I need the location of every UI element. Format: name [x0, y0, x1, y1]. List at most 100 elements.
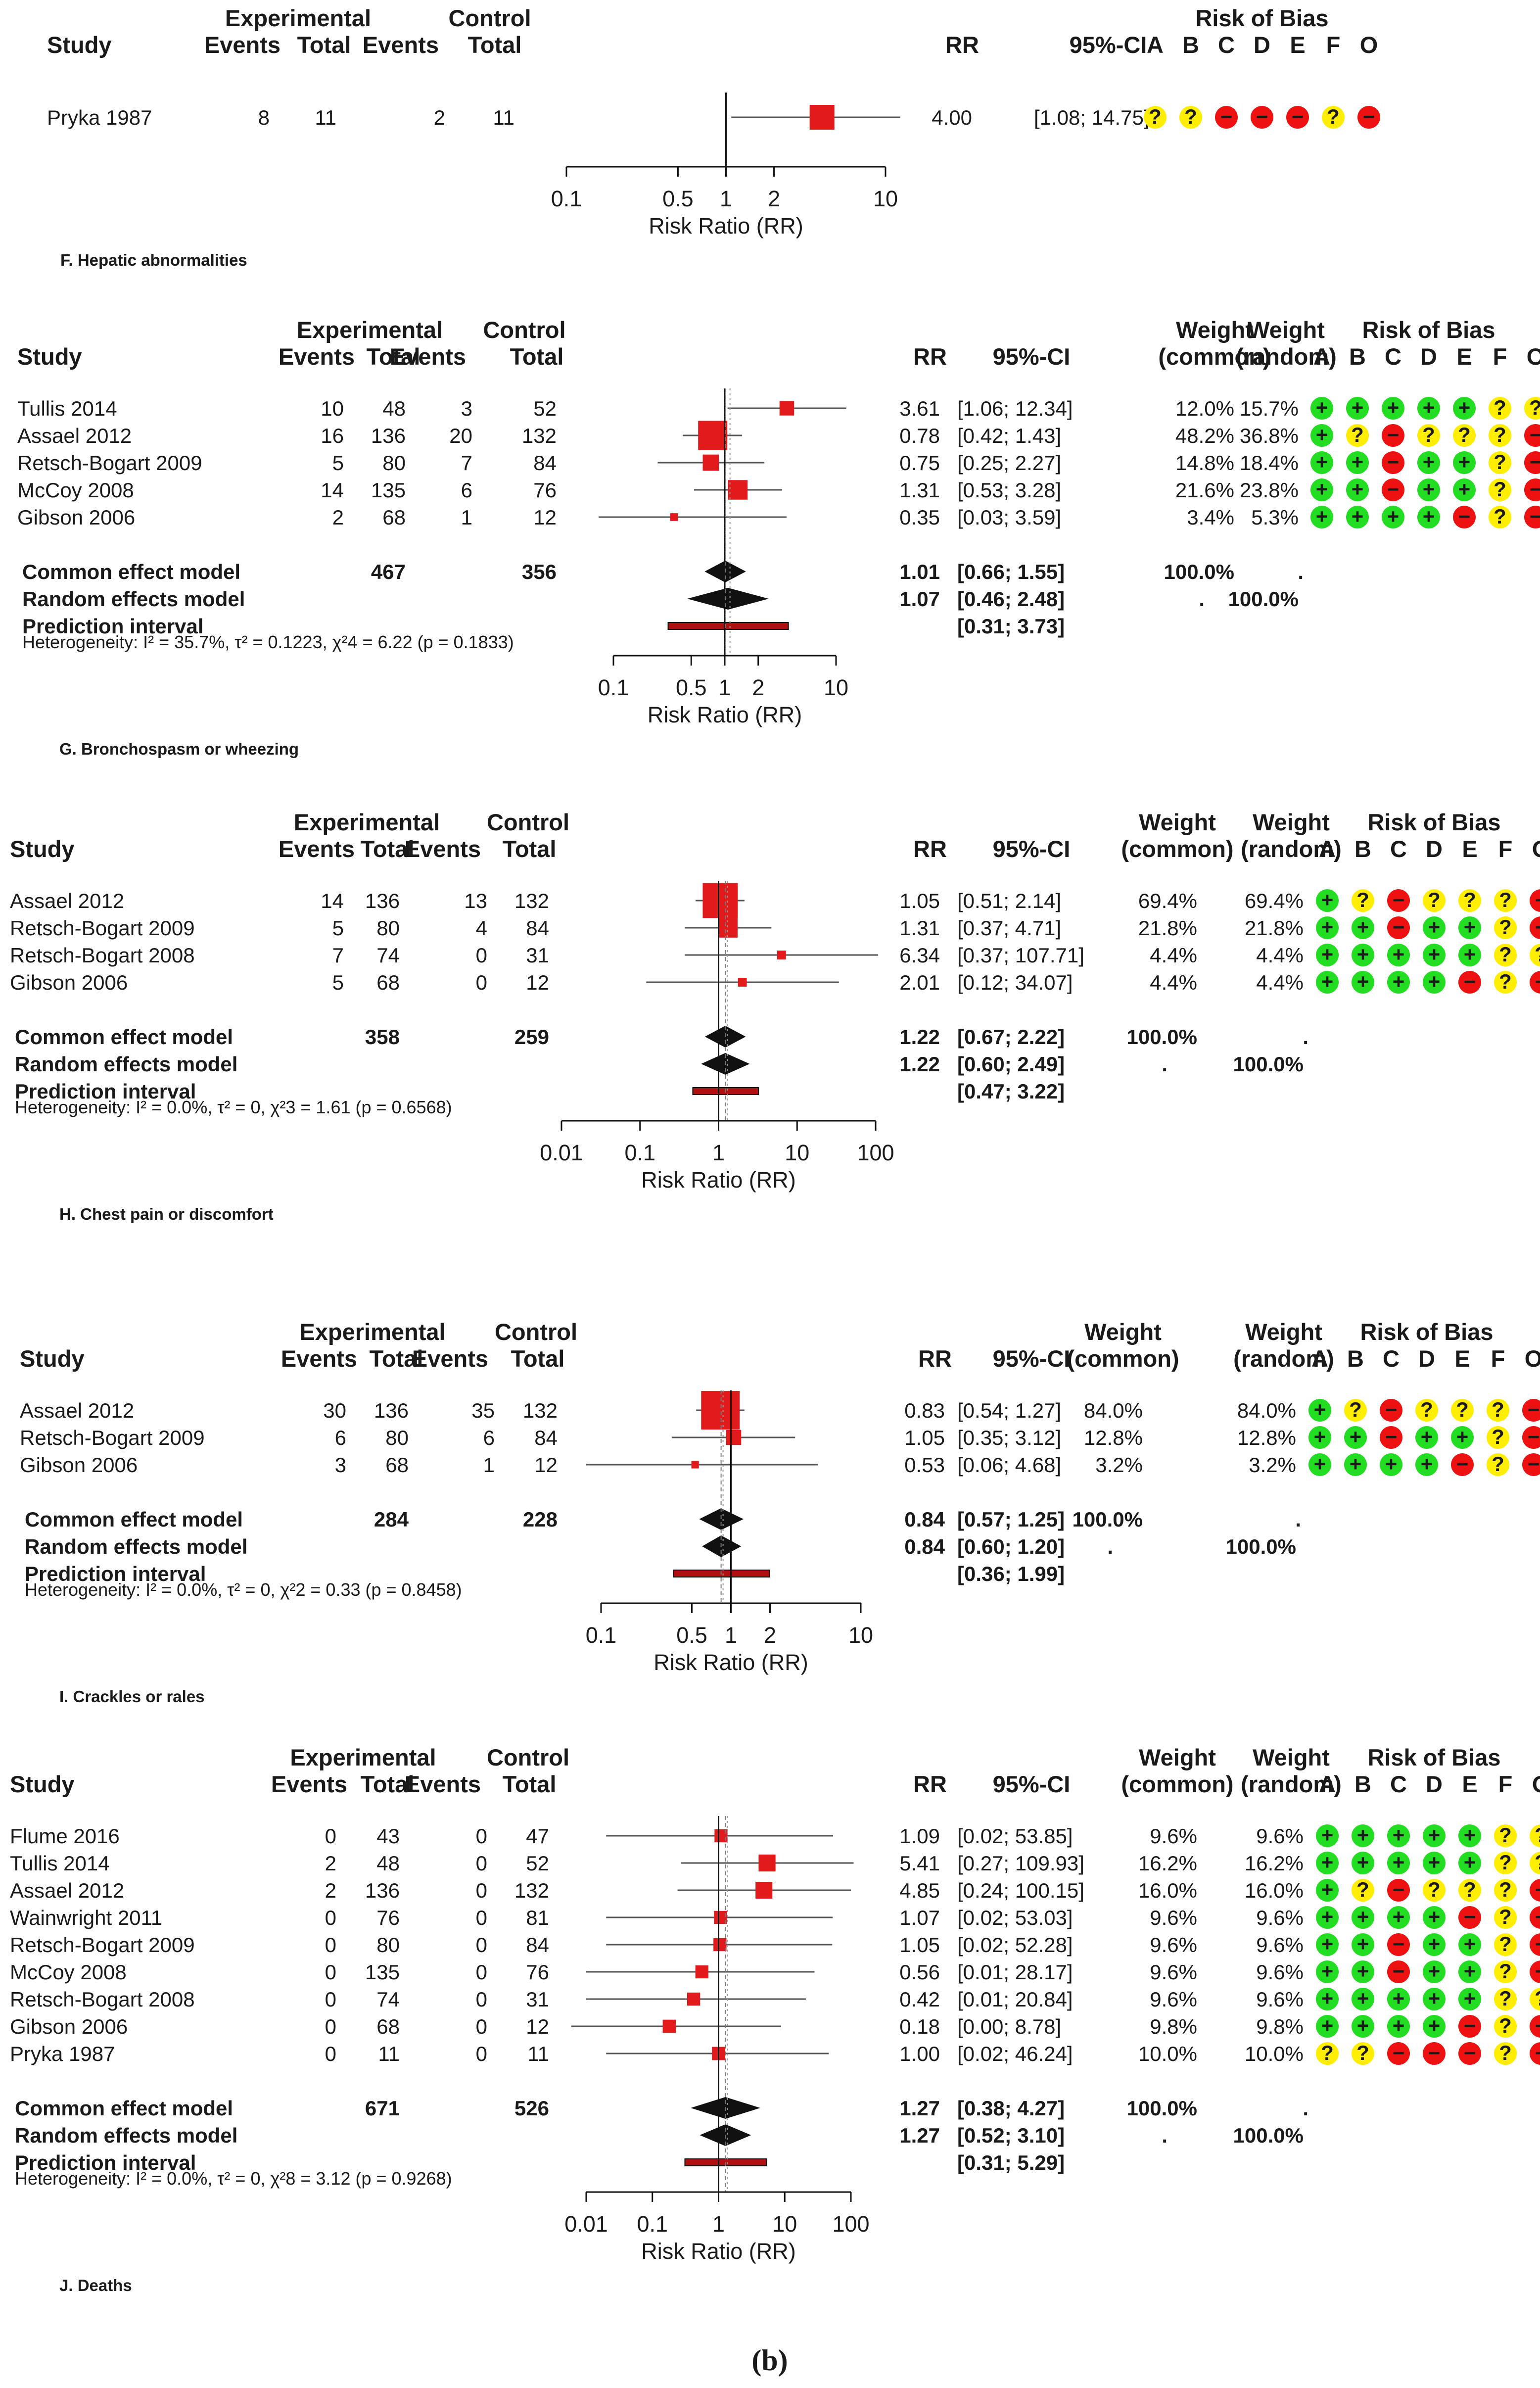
rob-dot-6 — [1522, 1399, 1540, 1422]
rob-symbol: + — [1357, 915, 1369, 939]
rob-dot-0 — [1316, 944, 1339, 966]
weight-common: 48.2% — [1175, 424, 1234, 447]
ci-value: [0.42; 1.43] — [957, 424, 1061, 447]
rob-symbol: ? — [1428, 888, 1441, 911]
exp-events: 0 — [325, 2042, 336, 2065]
exp-total: 68 — [382, 506, 406, 529]
header-risk-of-bias: Risk of Bias — [1360, 1319, 1493, 1345]
rob-symbol: + — [1393, 2014, 1405, 2037]
rob-dot-3 — [1417, 506, 1440, 528]
rob-symbol: + — [1464, 1823, 1476, 1847]
rob-symbol: − — [1464, 2041, 1476, 2064]
rob-dot-3 — [1423, 889, 1446, 912]
weight-common: 9.6% — [1150, 1906, 1197, 1929]
ctrl-total: 52 — [526, 1852, 549, 1875]
rob-dot-6 — [1530, 1879, 1540, 1902]
exp-total: 48 — [382, 397, 406, 420]
rob-symbol: + — [1393, 1987, 1405, 2010]
rob-symbol: + — [1423, 396, 1435, 419]
heterogeneity-text: Heterogeneity: I² = 35.7%, τ² = 0.1223, … — [22, 632, 514, 652]
rob-symbol: ? — [1456, 1398, 1469, 1421]
prediction-ci: [0.31; 3.73] — [957, 615, 1065, 638]
rr-value: 1.31 — [899, 478, 940, 502]
rob-symbol: ? — [1535, 1823, 1540, 1847]
rob-dot-4 — [1286, 106, 1309, 129]
rob-symbol: + — [1393, 1823, 1405, 1847]
weight-random: 9.6% — [1256, 1988, 1304, 2011]
weight-common: 3.4% — [1187, 506, 1234, 529]
common-weight: 100.0% — [1127, 2097, 1197, 2120]
rob-symbol: ? — [1493, 478, 1506, 501]
rob-dot-1 — [1344, 1399, 1367, 1422]
rob-dot-0 — [1308, 1453, 1331, 1476]
ctrl-events: 0 — [476, 944, 487, 967]
x-tick-label: 2 — [752, 675, 764, 700]
common-dot: . — [1303, 2097, 1308, 2120]
prediction-ci: [0.36; 1.99] — [957, 1562, 1065, 1585]
header-rob-domain: C — [1385, 343, 1401, 370]
exp-events: 0 — [325, 1906, 336, 1929]
common-rr: 0.84 — [904, 1508, 945, 1531]
rob-dot-1 — [1352, 1960, 1374, 1983]
rob-dot-6 — [1522, 1426, 1540, 1449]
header-weight-common: Weight — [1139, 1744, 1216, 1770]
rr-value: 0.18 — [899, 2015, 940, 2038]
ci-value: [1.08; 14.75] — [1034, 106, 1150, 129]
rob-symbol: − — [1428, 2041, 1441, 2064]
common-rr: 1.22 — [899, 1025, 940, 1049]
rob-dot-4 — [1458, 916, 1481, 939]
common-weight: 100.0% — [1073, 1508, 1143, 1531]
header-weight-random: Weight — [1253, 1744, 1330, 1770]
weight-random: 9.6% — [1256, 1906, 1304, 1929]
x-tick-label: 2 — [764, 1623, 776, 1648]
effect-box — [779, 401, 794, 416]
rob-symbol: + — [1428, 1959, 1441, 1983]
header-rob-domain: D — [1426, 836, 1443, 862]
exp-total: 43 — [376, 1824, 400, 1848]
header-rob-domain: B — [1349, 343, 1366, 370]
panel-label: H. Chest pain or discomfort — [59, 1205, 274, 1223]
ctrl-events: 20 — [449, 424, 472, 447]
random-model-label: Random effects model — [15, 2124, 237, 2147]
effect-box — [687, 1992, 700, 2006]
study-name: Pryka 1987 — [47, 106, 152, 129]
rob-dot-6 — [1530, 2042, 1540, 2065]
rob-dot-3 — [1423, 971, 1446, 994]
rr-value: 0.42 — [899, 1988, 940, 2011]
rob-dot-5 — [1487, 1399, 1509, 1422]
ctrl-total: 132 — [522, 424, 557, 447]
exp-events: 16 — [321, 424, 344, 447]
rob-symbol: ? — [1351, 423, 1364, 446]
rob-symbol: − — [1535, 915, 1540, 939]
rob-symbol: − — [1464, 2014, 1476, 2037]
exp-total: 136 — [365, 889, 400, 912]
header-rob-domain: C — [1390, 1771, 1407, 1797]
common-model-label: Common effect model — [15, 1025, 233, 1049]
header-rob-domain: C — [1218, 32, 1235, 58]
common-ci: [0.38; 4.27] — [957, 2097, 1065, 2120]
rob-symbol: ? — [1499, 1959, 1512, 1983]
rob-dot-2 — [1380, 1453, 1402, 1476]
effect-box — [691, 1461, 699, 1469]
weight-random: 23.8% — [1240, 478, 1299, 502]
header-rob-domain: C — [1390, 836, 1407, 862]
weight-common: 69.4% — [1138, 889, 1197, 912]
rob-dot-5 — [1489, 451, 1511, 474]
exp-events: 0 — [325, 1988, 336, 2011]
ci-value: [0.00; 8.78] — [957, 2015, 1061, 2038]
rob-dot-5 — [1494, 1906, 1517, 1929]
weight-common: 9.6% — [1150, 1933, 1197, 1957]
random-model-label: Random effects model — [22, 587, 245, 611]
x-tick-label: 0.1 — [598, 675, 629, 700]
effect-box — [713, 1938, 727, 1952]
rob-dot-4 — [1451, 1426, 1474, 1449]
rob-dot-5 — [1494, 916, 1517, 939]
header-rob-domain: D — [1420, 343, 1437, 370]
header-rob-domain: E — [1462, 836, 1477, 862]
common-weight: 100.0% — [1164, 560, 1234, 583]
rob-symbol: − — [1528, 1452, 1540, 1476]
rob-dot-1 — [1352, 1852, 1374, 1874]
rob-dot-1 — [1352, 889, 1374, 912]
rob-symbol: ? — [1499, 1823, 1512, 1847]
rob-symbol: ? — [1492, 1425, 1504, 1448]
